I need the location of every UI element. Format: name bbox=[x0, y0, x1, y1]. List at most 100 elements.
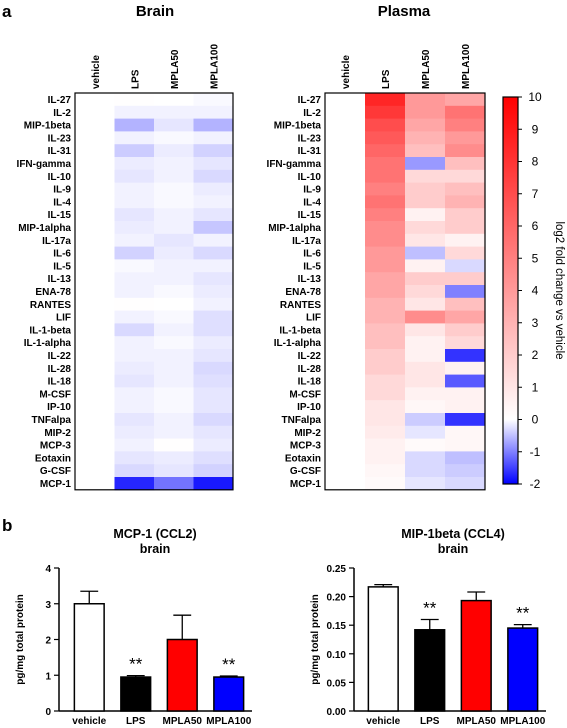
brain-cell-ifn-gamma-vehicle bbox=[75, 157, 115, 171]
brain-cell-mip-1alpha-vehicle bbox=[75, 221, 115, 235]
brain-cell-il-23-vehicle bbox=[75, 131, 115, 145]
plasma-cell-mcp-1-mpla50 bbox=[405, 477, 446, 491]
plasma-cell-il-27-lps bbox=[365, 93, 406, 107]
brain-cell-lif-mpla50 bbox=[154, 310, 194, 324]
plasma-cell-lif-mpla50 bbox=[405, 310, 446, 324]
mip1beta-bar-mpla50 bbox=[460, 599, 492, 712]
brain-cell-il-22-mpla50 bbox=[154, 349, 194, 363]
plasma-cell-il-4-lps bbox=[365, 195, 406, 209]
brain-cell-il-10-mpla100 bbox=[193, 169, 234, 183]
plasma-cell-ena-78-vehicle bbox=[325, 285, 366, 299]
brain-row-label: IFN-gamma bbox=[17, 159, 72, 170]
plasma-cell-il-9-mpla50 bbox=[405, 182, 446, 196]
brain-cell-il-22-vehicle bbox=[75, 349, 115, 363]
brain-cell-il-4-lps bbox=[114, 195, 155, 209]
plasma-cell-il-1-alpha-lps bbox=[365, 336, 406, 350]
mcp1-chart-subtitle: brain bbox=[140, 542, 171, 556]
brain-row-label: IL-2 bbox=[53, 108, 71, 119]
plasma-row-label: ENA-78 bbox=[285, 287, 321, 298]
brain-column-label: vehicle bbox=[91, 55, 102, 89]
colorbar-tick-label: 4 bbox=[532, 284, 539, 298]
brain-cell-il-27-mpla100 bbox=[193, 93, 234, 107]
colorbar-tick-label: 3 bbox=[532, 316, 539, 330]
brain-cell-il-1-beta-mpla50 bbox=[154, 323, 194, 337]
plasma-cell-il-5-mpla100 bbox=[445, 259, 486, 273]
colorbar-tick-label: 9 bbox=[532, 122, 539, 136]
plasma-cell-mip-2-mpla100 bbox=[445, 425, 486, 439]
colorbar-tick-label: -2 bbox=[530, 477, 541, 491]
brain-cell-il-17a-mpla100 bbox=[193, 233, 234, 247]
plasma-cell-il-27-vehicle bbox=[325, 93, 366, 107]
plasma-row-label: G-CSF bbox=[290, 466, 321, 477]
plasma-cell-il-15-mpla50 bbox=[405, 208, 446, 222]
brain-cell-il-1-alpha-vehicle bbox=[75, 336, 115, 350]
plasma-cell-mcp-3-vehicle bbox=[325, 438, 366, 452]
brain-cell-il-9-mpla100 bbox=[193, 182, 234, 196]
brain-cell-ip-10-lps bbox=[114, 400, 155, 414]
plasma-cell-il-5-vehicle bbox=[325, 259, 366, 273]
mip1beta-significance-lps: ** bbox=[423, 598, 437, 617]
brain-cell-il-1-alpha-mpla100 bbox=[193, 336, 234, 350]
plasma-cell-mip-1alpha-mpla50 bbox=[405, 221, 446, 235]
plasma-cell-mcp-3-mpla50 bbox=[405, 438, 446, 452]
plasma-cell-il-9-vehicle bbox=[325, 182, 366, 196]
brain-row-label: IL-31 bbox=[48, 146, 72, 157]
plasma-cell-m-csf-vehicle bbox=[325, 387, 366, 401]
plasma-cell-ip-10-mpla50 bbox=[405, 400, 446, 414]
plasma-row-label: IL-17a bbox=[292, 236, 321, 247]
plasma-cell-ip-10-lps bbox=[365, 400, 406, 414]
plasma-cell-ifn-gamma-lps bbox=[365, 157, 406, 171]
plasma-row-label: IL-9 bbox=[303, 185, 321, 196]
plasma-cell-il-28-mpla50 bbox=[405, 361, 446, 375]
brain-cell-il-31-mpla100 bbox=[193, 144, 234, 158]
brain-cell-m-csf-mpla50 bbox=[154, 387, 194, 401]
brain-cell-il-1-alpha-mpla50 bbox=[154, 336, 194, 350]
brain-cell-il-28-vehicle bbox=[75, 361, 115, 375]
brain-cell-il-22-lps bbox=[114, 349, 155, 363]
brain-row-label: G-CSF bbox=[40, 466, 71, 477]
brain-cell-mip-1beta-vehicle bbox=[75, 118, 115, 132]
brain-row-label: MIP-1alpha bbox=[18, 223, 71, 234]
brain-cell-il-13-mpla100 bbox=[193, 272, 234, 286]
brain-cell-il-9-mpla50 bbox=[154, 182, 194, 196]
brain-cell-il-1-beta-lps bbox=[114, 323, 155, 337]
brain-cell-mip-2-lps bbox=[114, 425, 155, 439]
brain-row-label: MCP-1 bbox=[40, 479, 72, 490]
brain-cell-il-15-vehicle bbox=[75, 208, 115, 222]
brain-cell-il-15-lps bbox=[114, 208, 155, 222]
panel-b-label: b bbox=[2, 516, 12, 535]
brain-cell-ip-10-vehicle bbox=[75, 400, 115, 414]
brain-row-label: MIP-2 bbox=[44, 428, 71, 439]
plasma-row-label: IL-27 bbox=[298, 95, 322, 106]
plasma-row-label: IL-23 bbox=[298, 133, 322, 144]
plasma-cell-il-5-lps bbox=[365, 259, 406, 273]
brain-cell-mip-1alpha-mpla50 bbox=[154, 221, 194, 235]
plasma-cell-ip-10-vehicle bbox=[325, 400, 366, 414]
brain-cell-ip-10-mpla50 bbox=[154, 400, 194, 414]
brain-cell-ena-78-vehicle bbox=[75, 285, 115, 299]
plasma-row-label: IL-28 bbox=[298, 364, 322, 375]
brain-row-label: IL-27 bbox=[48, 95, 72, 106]
plasma-cell-mip-1beta-mpla100 bbox=[445, 118, 486, 132]
plasma-cell-il-23-vehicle bbox=[325, 131, 366, 145]
brain-cell-il-15-mpla100 bbox=[193, 208, 234, 222]
mip1beta-bar-vehicle bbox=[367, 586, 399, 712]
brain-cell-eotaxin-vehicle bbox=[75, 451, 115, 465]
plasma-cell-g-csf-mpla100 bbox=[445, 464, 486, 478]
brain-cell-mcp-1-lps bbox=[114, 477, 155, 491]
brain-cell-il-4-mpla50 bbox=[154, 195, 194, 209]
mip1beta-significance-mpla100: ** bbox=[516, 604, 530, 623]
plasma-cell-ena-78-mpla50 bbox=[405, 285, 446, 299]
brain-cell-ifn-gamma-mpla100 bbox=[193, 157, 234, 171]
brain-row-label: IL-17a bbox=[42, 236, 71, 247]
mip1beta-y-tick-label: 0.05 bbox=[327, 678, 347, 689]
plasma-row-label: M-CSF bbox=[289, 389, 321, 400]
brain-row-label: IL-28 bbox=[48, 364, 72, 375]
mip1beta-y-tick-label: 0.00 bbox=[327, 707, 347, 718]
brain-cell-mcp-1-vehicle bbox=[75, 477, 115, 491]
brain-cell-il-10-mpla50 bbox=[154, 169, 194, 183]
plasma-cell-il-10-vehicle bbox=[325, 169, 366, 183]
brain-cell-il-17a-mpla50 bbox=[154, 233, 194, 247]
plasma-row-label: IL-10 bbox=[298, 172, 322, 183]
